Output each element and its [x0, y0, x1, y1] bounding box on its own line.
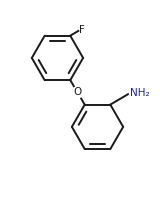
Text: F: F	[79, 25, 85, 35]
Text: O: O	[73, 87, 82, 97]
Text: NH₂: NH₂	[130, 88, 149, 98]
